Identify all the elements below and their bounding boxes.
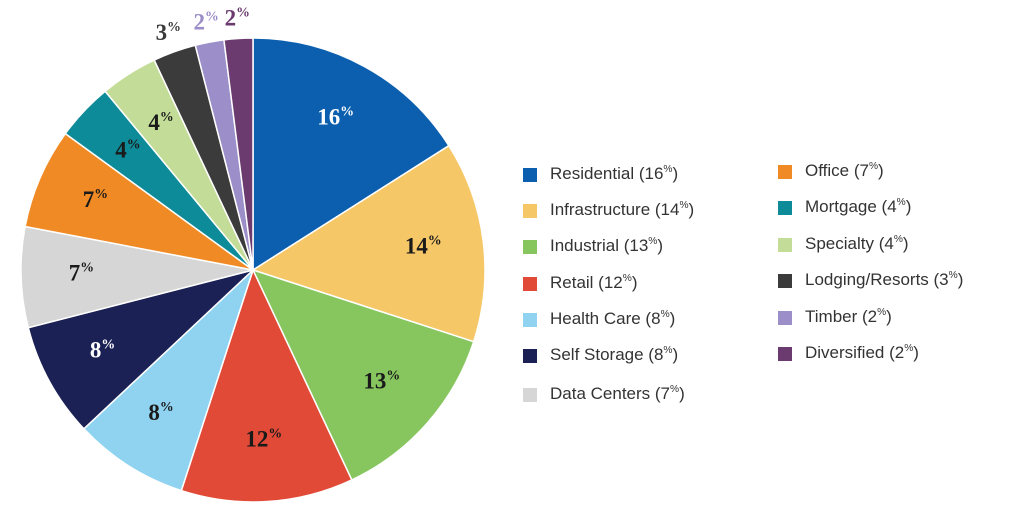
pie-slice (251, 268, 475, 481)
legend-swatch (778, 201, 792, 215)
legend-label: Retail (12%) (550, 273, 638, 292)
legend-label: Infrastructure (14%) (550, 200, 694, 219)
legend-swatch (778, 347, 792, 361)
legend-swatch (523, 313, 537, 327)
pie-slice (82, 269, 254, 492)
data-label: 4% (148, 109, 173, 136)
data-label: 13% (363, 367, 400, 394)
pie-slice (27, 269, 254, 430)
pie-slice (20, 225, 254, 329)
legend-swatch (523, 240, 537, 254)
data-label: 3% (156, 18, 181, 45)
legend-label: Mortgage (4%) (805, 197, 911, 216)
legend-label: Diversified (2%) (805, 343, 919, 362)
legend-label: Timber (2%) (805, 307, 892, 326)
legend-swatch (778, 238, 792, 252)
pie-slice (24, 132, 254, 271)
legend-swatch (778, 311, 792, 325)
pie-slice (251, 144, 486, 343)
legend-label: Health Care (8%) (550, 309, 675, 328)
data-label: 7% (83, 185, 108, 212)
data-label: 2% (225, 4, 250, 31)
data-label: 14% (405, 232, 442, 259)
pie-slice (252, 37, 450, 272)
legend-swatch (523, 388, 537, 402)
legend-label: Data Centers (7%) (550, 384, 685, 403)
legend-swatch (523, 204, 537, 218)
legend-label: Office (7%) (805, 161, 884, 180)
legend-label: Self Storage (8%) (550, 345, 678, 364)
legend-label: Specialty (4%) (805, 234, 909, 253)
legend-label: Lodging/Resorts (3%) (805, 270, 963, 289)
legend-label: Industrial (13%) (550, 236, 663, 255)
legend-swatch (523, 349, 537, 363)
legend-swatch (778, 274, 792, 288)
data-label: 2% (194, 8, 219, 35)
pie-slice (180, 267, 353, 503)
pie-slice (223, 37, 254, 271)
data-label: 8% (90, 336, 115, 363)
legend-swatch (778, 165, 792, 179)
legend-label: Residential (16%) (550, 164, 678, 183)
legend-swatch (523, 277, 537, 291)
legend-swatch (523, 168, 537, 182)
data-label: 8% (148, 399, 173, 426)
data-label: 4% (115, 136, 140, 163)
data-label: 16% (317, 103, 354, 130)
data-label: 7% (69, 259, 94, 286)
data-label: 12% (245, 425, 282, 452)
